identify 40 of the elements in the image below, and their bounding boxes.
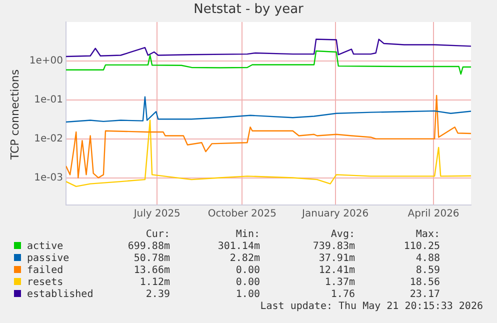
- x-tick-label: April 2026: [408, 208, 460, 220]
- text: Min:: [236, 229, 260, 241]
- chart-title: Netstat - by year: [192, 2, 304, 17]
- y-tick-label: 1e-01: [34, 94, 63, 106]
- text: 37.91m: [318, 253, 355, 265]
- x-tick-label: January 2026: [301, 208, 369, 220]
- y-axis-title: TCP connections: [8, 68, 22, 162]
- text: 2.39: [146, 289, 170, 301]
- text: 13.66m: [134, 265, 170, 277]
- text: Max:: [416, 229, 440, 241]
- legend-label: passive: [26, 253, 70, 265]
- y-tick-label: 1e-03: [34, 172, 63, 184]
- legend-label: failed: [26, 265, 64, 277]
- text: Last update: Thu May 21 20:15:33 2026: [260, 301, 483, 313]
- text: 4.88: [416, 253, 440, 265]
- text: 739.83m: [312, 241, 355, 253]
- legend-label: resets: [26, 277, 64, 289]
- text: 1.37m: [324, 277, 355, 289]
- text: 699.88m: [128, 241, 170, 253]
- text: 301.14m: [218, 241, 260, 253]
- y-tick-label: 1e-02: [34, 133, 63, 144]
- y-tick-label: 1e+00: [29, 56, 63, 67]
- legend-label: established: [26, 289, 94, 301]
- text: 12.41m: [318, 265, 355, 277]
- text: 1.12m: [140, 277, 170, 289]
- text: 0.00: [236, 277, 260, 289]
- text: Cur:: [146, 229, 170, 241]
- text: 2.82m: [230, 253, 260, 265]
- x-tick-label: July 2025: [132, 208, 180, 220]
- text: 110.25: [404, 241, 440, 253]
- text: 8.59: [416, 265, 440, 277]
- text: 1.00: [236, 289, 260, 301]
- legend-label: active: [26, 241, 64, 253]
- text: 0.00: [236, 265, 260, 277]
- text: Avg:: [330, 229, 355, 241]
- text: 50.78m: [134, 253, 170, 265]
- x-tick-label: October 2025: [208, 208, 277, 220]
- text: 23.17: [410, 289, 440, 301]
- text: 18.56: [410, 277, 440, 289]
- text: 1.76: [330, 289, 355, 301]
